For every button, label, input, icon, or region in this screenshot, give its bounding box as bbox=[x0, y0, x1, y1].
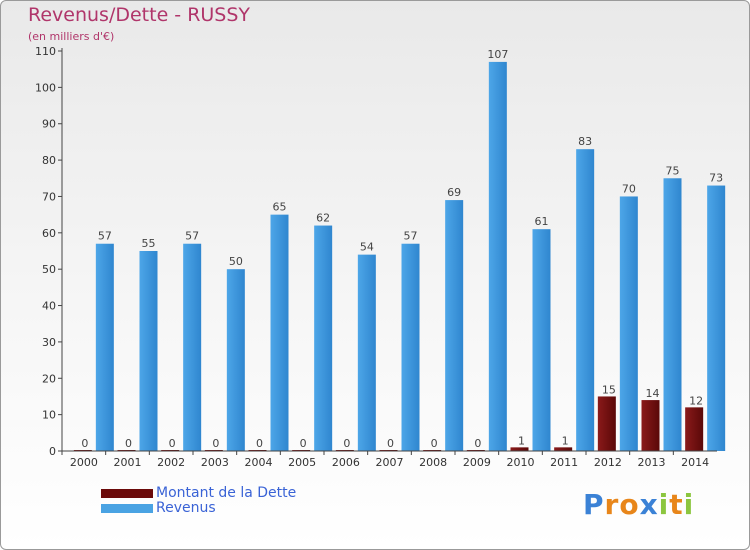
proxiti-logo: Proxiti bbox=[583, 488, 694, 521]
logo-letter: P bbox=[583, 488, 605, 521]
data-label-revenus: 55 bbox=[142, 237, 156, 250]
x-tick-label: 2001 bbox=[114, 456, 142, 469]
bar-revenus bbox=[488, 61, 507, 452]
y-tick-label: 20 bbox=[42, 372, 56, 385]
data-label-revenus: 65 bbox=[273, 201, 287, 214]
y-tick-label: 30 bbox=[42, 336, 56, 349]
data-label-revenus: 75 bbox=[666, 164, 680, 177]
y-tick-label: 0 bbox=[49, 445, 56, 458]
logo-letter: i bbox=[658, 488, 670, 521]
logo-letter: x bbox=[639, 488, 659, 521]
bar-revenus bbox=[95, 243, 114, 451]
data-label-dette: 14 bbox=[646, 387, 660, 400]
x-tick-label: 2000 bbox=[70, 456, 98, 469]
data-label-revenus: 61 bbox=[535, 215, 549, 228]
bar-revenus bbox=[314, 225, 333, 451]
bar-revenus bbox=[401, 243, 420, 451]
bar-revenus bbox=[663, 178, 682, 452]
x-tick-label: 2010 bbox=[507, 456, 535, 469]
data-label-dette: 0 bbox=[431, 437, 438, 450]
x-tick-label: 2009 bbox=[463, 456, 491, 469]
bar-dette bbox=[685, 407, 704, 451]
data-label-revenus: 50 bbox=[229, 255, 243, 268]
y-tick-label: 40 bbox=[42, 300, 56, 313]
bar-dette bbox=[554, 447, 573, 451]
x-tick-label: 2004 bbox=[245, 456, 273, 469]
legend-swatch-revenus bbox=[101, 504, 153, 513]
y-tick-label: 70 bbox=[42, 190, 56, 203]
bar-revenus bbox=[183, 243, 202, 451]
x-tick-label: 2011 bbox=[550, 456, 578, 469]
data-labels: 0 57 0 55 0 57 0 50 0 65 0 62 0 54 0 57 0 69 0 107 1 61 1 83 15 7… bbox=[81, 48, 723, 450]
data-label-dette: 0 bbox=[343, 437, 350, 450]
data-label-dette: 1 bbox=[518, 434, 525, 447]
data-label-revenus: 107 bbox=[487, 48, 508, 61]
logo-letter: i bbox=[683, 488, 695, 521]
data-label-dette: 15 bbox=[602, 383, 616, 396]
chart-subtitle: (en milliers d'€) bbox=[28, 30, 115, 43]
x-tick-label: 2005 bbox=[288, 456, 316, 469]
bar-dette bbox=[641, 400, 660, 451]
x-tick-label: 2003 bbox=[201, 456, 229, 469]
data-label-revenus: 69 bbox=[447, 186, 461, 199]
data-label-dette: 0 bbox=[256, 437, 263, 450]
data-label-dette: 1 bbox=[562, 434, 569, 447]
data-label-dette: 0 bbox=[387, 437, 394, 450]
bar-revenus bbox=[357, 254, 376, 451]
data-label-revenus: 83 bbox=[578, 135, 592, 148]
y-tick-label: 50 bbox=[42, 263, 56, 276]
data-label-revenus: 57 bbox=[185, 230, 199, 243]
bar-revenus bbox=[270, 214, 289, 451]
bar-revenus bbox=[532, 229, 551, 451]
data-label-dette: 0 bbox=[300, 437, 307, 450]
data-label-revenus: 57 bbox=[404, 230, 418, 243]
x-tick-label: 2006 bbox=[332, 456, 360, 469]
legend-label-revenus: Revenus bbox=[156, 500, 216, 516]
data-label-revenus: 62 bbox=[316, 212, 330, 225]
bar-revenus bbox=[226, 269, 245, 451]
data-label-dette: 0 bbox=[212, 437, 219, 450]
chart-title: Revenus/Dette - RUSSY bbox=[28, 4, 251, 26]
legend-swatch-dette bbox=[101, 489, 153, 498]
data-label-revenus: 57 bbox=[98, 230, 112, 243]
x-axis-ticks: 2000 2001 2002 2003 2004 2005 2006 2007 2008 2009… bbox=[61, 451, 709, 469]
x-tick-label: 2013 bbox=[638, 456, 666, 469]
logo-letter: o bbox=[619, 488, 640, 521]
y-tick-label: 110 bbox=[35, 45, 56, 58]
bars bbox=[73, 61, 726, 452]
x-tick-label: 2014 bbox=[681, 456, 709, 469]
bar-dette bbox=[510, 447, 529, 451]
data-label-dette: 0 bbox=[125, 437, 132, 450]
y-tick-label: 60 bbox=[42, 227, 56, 240]
data-label-revenus: 70 bbox=[622, 182, 636, 195]
data-label-revenus: 73 bbox=[709, 172, 723, 185]
logo-letter: t bbox=[669, 488, 684, 521]
x-tick-label: 2008 bbox=[419, 456, 447, 469]
bar-revenus bbox=[707, 185, 726, 451]
y-tick-label: 80 bbox=[42, 154, 56, 167]
data-label-dette: 0 bbox=[81, 437, 88, 450]
data-label-dette: 0 bbox=[169, 437, 176, 450]
x-tick-label: 2012 bbox=[594, 456, 622, 469]
data-label-dette: 12 bbox=[689, 394, 703, 407]
y-tick-label: 100 bbox=[35, 81, 56, 94]
y-axis-ticks: 0 10 20 30 40 50 60 70 80 90 100 110 bbox=[35, 45, 62, 458]
bar-dette bbox=[597, 396, 616, 451]
x-tick-label: 2002 bbox=[157, 456, 185, 469]
x-tick-label: 2007 bbox=[376, 456, 404, 469]
y-tick-label: 90 bbox=[42, 118, 56, 131]
bar-revenus bbox=[139, 251, 158, 451]
data-label-dette: 0 bbox=[474, 437, 481, 450]
y-tick-label: 10 bbox=[42, 409, 56, 422]
bar-revenus bbox=[445, 200, 464, 451]
legend-label-dette: Montant de la Dette bbox=[156, 485, 297, 501]
data-label-revenus: 54 bbox=[360, 241, 374, 254]
bar-revenus bbox=[619, 196, 638, 451]
bar-revenus bbox=[576, 149, 595, 451]
logo-letter: r bbox=[604, 488, 620, 521]
